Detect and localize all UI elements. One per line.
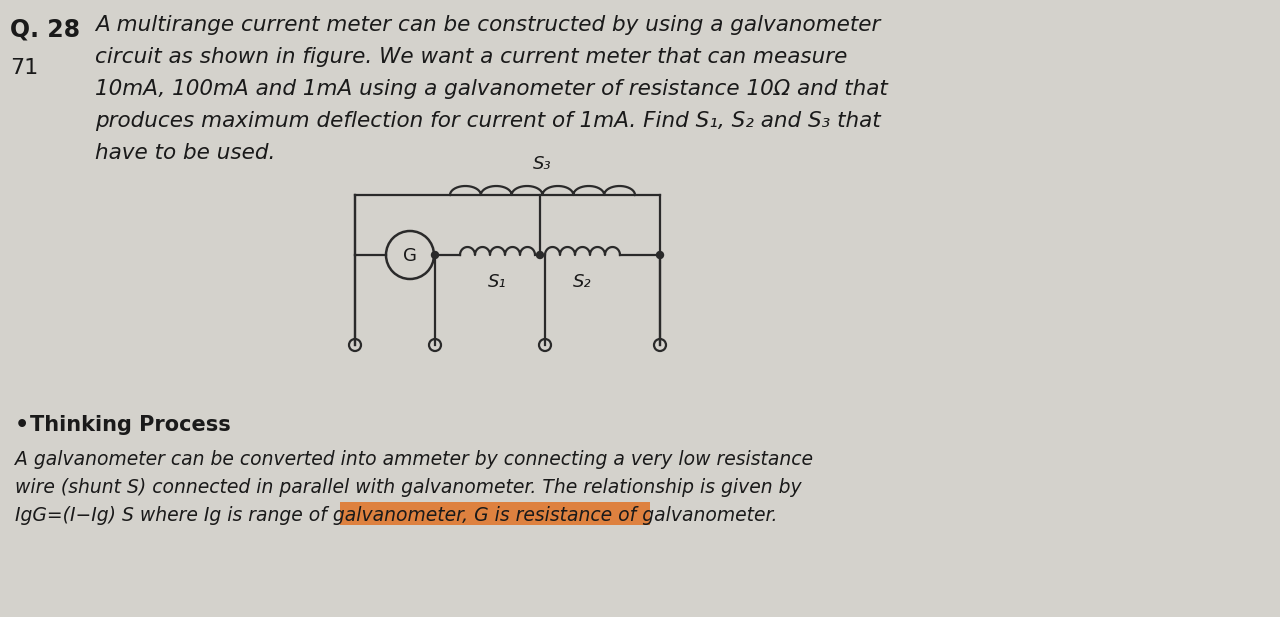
Text: A galvanometer can be converted into ammeter by connecting a very low resistance: A galvanometer can be converted into amm… [15,450,813,469]
Text: S₁: S₁ [488,273,507,291]
Circle shape [536,252,544,259]
Text: S₂: S₂ [573,273,591,291]
Text: circuit as shown in figure. We want a current meter that can measure: circuit as shown in figure. We want a cu… [95,47,847,67]
Text: Thinking Process: Thinking Process [29,415,230,435]
Circle shape [431,252,439,259]
Bar [340,502,650,525]
Text: IgG=(I−Ig) S where Ig is range of galvanometer, G is resistance of galvanometer.: IgG=(I−Ig) S where Ig is range of galvan… [15,506,777,525]
Text: Q. 28: Q. 28 [10,18,81,42]
Text: wire (shunt S) connected in parallel with galvanometer. The relationship is give: wire (shunt S) connected in parallel wit… [15,478,801,497]
Text: S₃: S₃ [534,155,552,173]
Text: A multirange current meter can be constructed by using a galvanometer: A multirange current meter can be constr… [95,15,881,35]
Text: 10mA, 100mA and 1mA using a galvanometer of resistance 10Ω and that: 10mA, 100mA and 1mA using a galvanometer… [95,79,888,99]
Text: have to be used.: have to be used. [95,143,275,163]
Text: produces maximum deflection for current of 1mA. Find S₁, S₂ and S₃ that: produces maximum deflection for current … [95,111,881,131]
Circle shape [657,252,663,259]
Text: •: • [15,415,29,435]
Text: G: G [403,247,417,265]
Text: 71: 71 [10,58,38,78]
